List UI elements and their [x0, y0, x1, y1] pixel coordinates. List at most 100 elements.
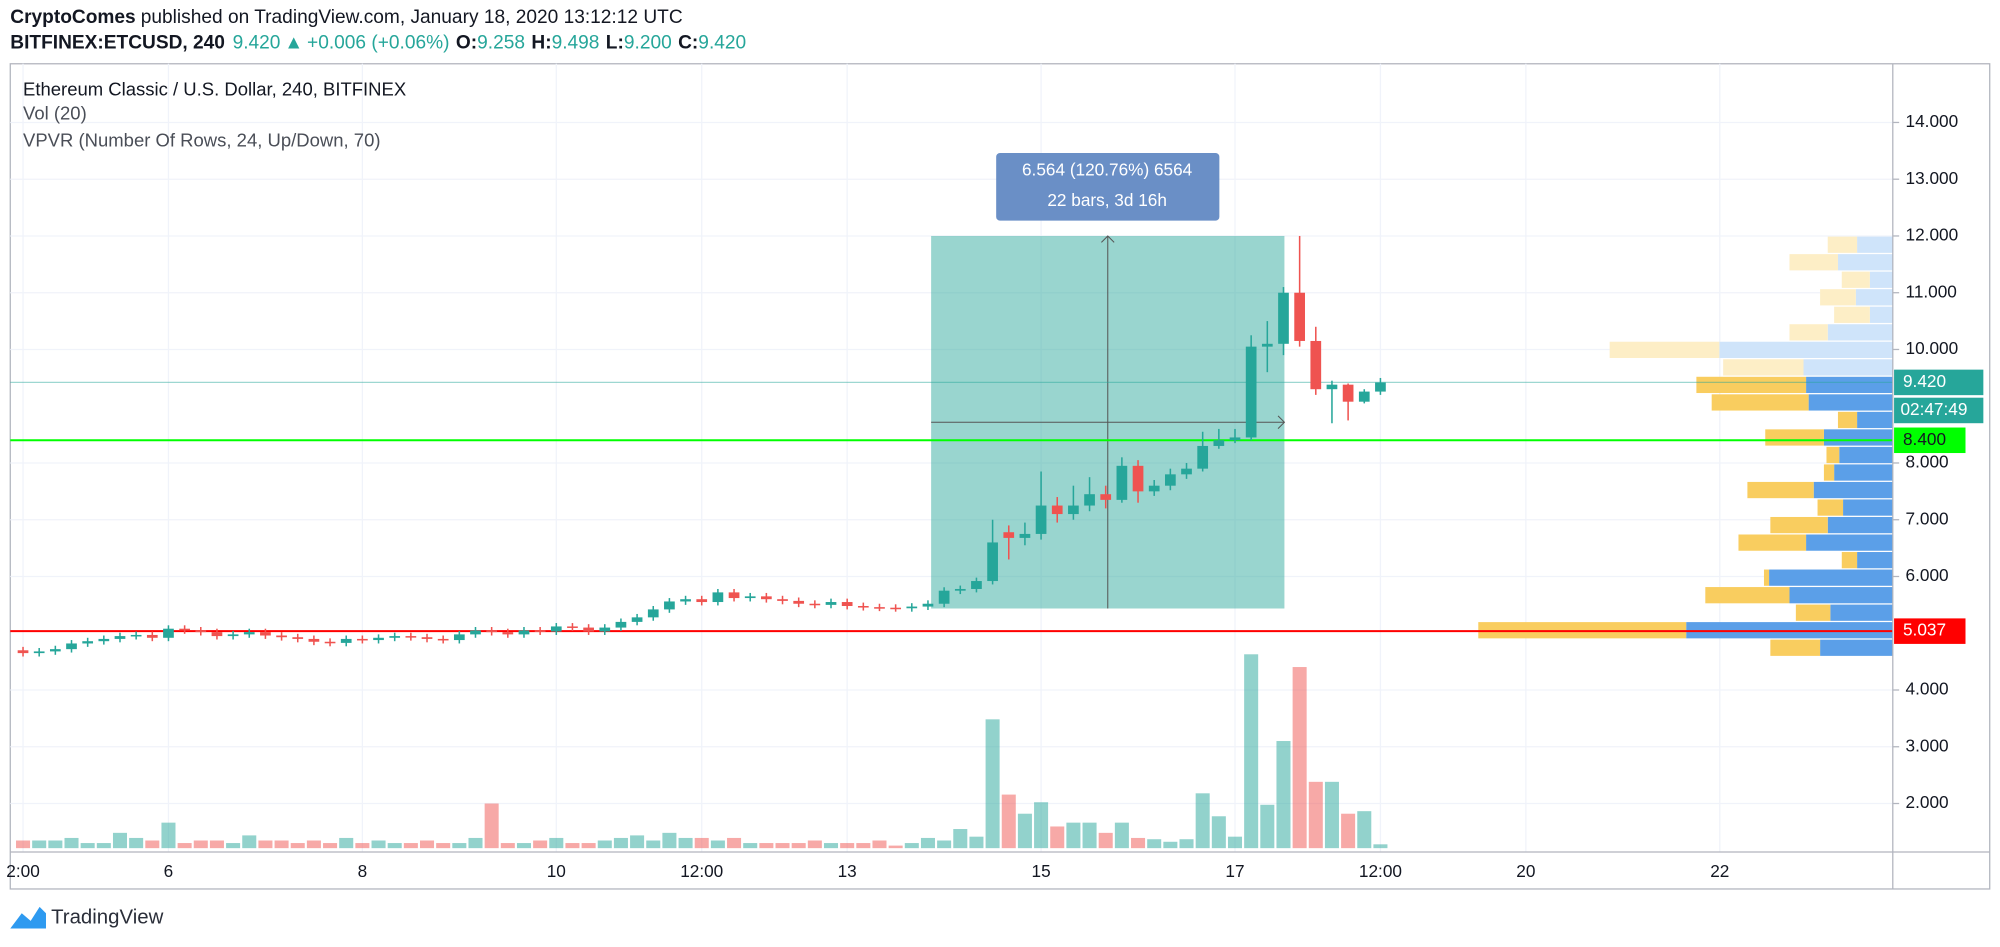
candle-body	[421, 637, 433, 639]
vpvr-down	[1837, 411, 1858, 429]
volume-bar	[920, 837, 935, 849]
vpvr-up	[1808, 394, 1893, 411]
volume-bar	[274, 840, 289, 849]
vpvr-up	[1857, 411, 1893, 429]
candle-body	[696, 599, 708, 603]
y-tick-label: 6.000	[1906, 565, 1949, 585]
candle-body	[744, 596, 756, 599]
vpvr-up	[1813, 481, 1893, 499]
candle-body	[357, 638, 368, 641]
candle-body	[1294, 292, 1305, 341]
candle-body	[841, 602, 853, 607]
volume-bar	[484, 803, 499, 849]
volume-bar	[565, 843, 580, 849]
candle-body	[922, 603, 934, 607]
candle-body	[680, 599, 691, 602]
vpvr-down	[1841, 271, 1870, 288]
candle-body	[486, 630, 498, 633]
volume-bar	[1147, 839, 1162, 849]
candle-body	[146, 634, 158, 638]
candle-body	[1116, 465, 1128, 500]
ohlc-value: 9.200	[624, 32, 672, 53]
measure-tooltip	[996, 153, 1220, 221]
y-tick-label: 12.000	[1906, 225, 1959, 245]
brand: TradingView	[51, 907, 163, 929]
volume-bar	[1034, 802, 1049, 849]
volume-bar	[209, 840, 224, 849]
candle-body	[1019, 533, 1031, 538]
y-tick-label: 14.000	[1906, 111, 1959, 131]
ohlc-value: 9.258	[477, 32, 525, 53]
vpvr-down	[1823, 464, 1835, 481]
volume-bar	[549, 837, 564, 849]
legend-indicator: Vol (20)	[23, 103, 87, 124]
volume-bar	[823, 843, 839, 849]
volume-bar	[500, 843, 515, 849]
x-tick-label: 15	[1032, 861, 1051, 881]
vpvr-down	[1834, 306, 1870, 323]
candle-body	[712, 592, 724, 603]
vpvr-up	[1803, 359, 1893, 376]
ohlc-value: 9.420	[698, 32, 746, 53]
candle-body	[599, 627, 611, 632]
logo: TradingView	[10, 906, 164, 929]
volume-bar	[1357, 811, 1372, 849]
volume-bar	[840, 843, 855, 849]
volume-bar	[1227, 836, 1243, 849]
candle-body	[243, 632, 255, 635]
author: CryptoComes	[10, 7, 135, 28]
volume-bar	[1163, 841, 1178, 849]
candle-body	[17, 650, 29, 654]
logo-icon	[10, 906, 46, 929]
y-tick-label: 7.000	[1906, 508, 1949, 528]
volume-bar	[1017, 813, 1032, 849]
vpvr-up	[1789, 587, 1893, 604]
candle-body	[1375, 382, 1386, 392]
x-tick-label: 10	[547, 861, 566, 881]
vpvr-down	[1789, 324, 1828, 341]
volume-bar	[985, 719, 1000, 849]
candle-body	[1068, 505, 1079, 515]
candle-body	[437, 638, 449, 641]
candle-body	[550, 626, 562, 632]
candle-body	[1358, 391, 1370, 402]
vpvr-down	[1770, 639, 1821, 656]
volume-bar	[533, 840, 548, 849]
arrow: ▲	[284, 32, 303, 53]
countdown-box	[1894, 397, 1984, 424]
candle-body	[389, 636, 401, 638]
vpvr-up	[1839, 446, 1893, 464]
volume-bar	[856, 843, 871, 849]
volume-bar	[306, 840, 321, 849]
volume-bar	[387, 843, 402, 849]
candle-body	[1310, 340, 1322, 390]
candle-body	[534, 630, 546, 632]
candle-body	[453, 634, 465, 641]
candle-body	[954, 588, 966, 591]
volume-bar	[1373, 844, 1388, 849]
volume-bar	[1308, 781, 1323, 849]
volume-bar	[64, 837, 79, 849]
volume-bar	[1001, 794, 1016, 849]
measure-arrowhead	[1277, 415, 1286, 429]
volume-bar	[1260, 804, 1275, 849]
vpvr-down	[1841, 552, 1858, 569]
volume-bar	[452, 843, 467, 849]
candle-body	[308, 638, 320, 642]
x-tick-label: 20	[1516, 861, 1535, 881]
volume-bar	[1050, 826, 1065, 849]
candle-body	[82, 641, 94, 644]
volume-bar	[1098, 832, 1113, 849]
candle-body	[615, 621, 627, 628]
candle-body	[1003, 532, 1015, 538]
countdown: 02:47:49	[1900, 399, 1967, 419]
candle-body	[857, 606, 869, 608]
price-label-box	[1894, 427, 1966, 454]
candle-body	[66, 643, 77, 650]
candle-body	[1245, 346, 1257, 438]
x-tick-label: 17	[1225, 861, 1244, 881]
candle-body	[1197, 445, 1209, 469]
volume-bar	[613, 837, 628, 849]
volume-bar	[872, 840, 887, 849]
